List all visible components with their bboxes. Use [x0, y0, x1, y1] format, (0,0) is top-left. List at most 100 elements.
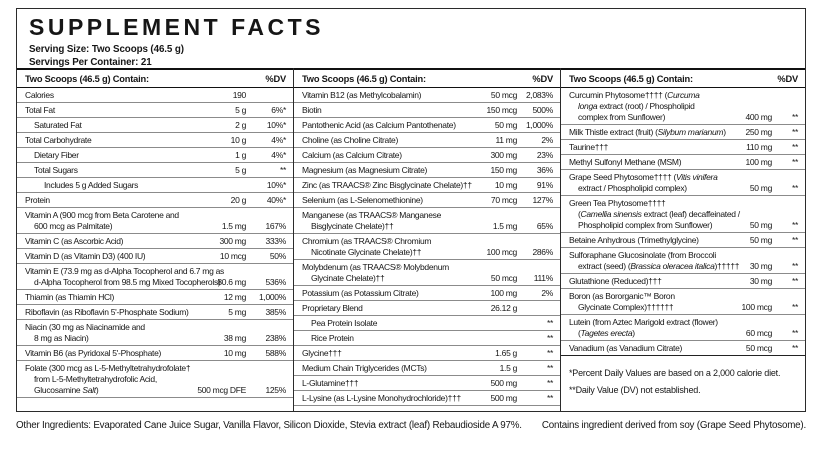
nutrient-name: Vitamin B6 (as Pyridoxal 5'-Phosphate)	[25, 347, 162, 358]
nutrient-name: Vitamin D (as Vitamin D3) (400 IU)	[25, 250, 146, 261]
nutrient-dv: 125%	[265, 384, 286, 395]
nutrient-row: Curcumin Phytosome†††† (Curcuma longa ex…	[561, 88, 805, 125]
nutrient-row: Magnesium (as Magnesium Citrate) 150 mg 36…	[294, 163, 560, 178]
nutrient-row: Grape Seed Phytosome†††† (Vitis vinifera…	[561, 170, 805, 196]
nutrient-amount: 190	[232, 89, 247, 100]
nutrient-name: Vitamin A (900 mcg from Beta Carotene an…	[25, 209, 179, 231]
facts-columns: Two Scoops (46.5 g) Contain: %DV Calories 1…	[17, 68, 805, 411]
nutrient-amount: 50 mg	[749, 234, 772, 245]
nutrient-amount: 1 g	[235, 149, 246, 160]
nutrient-dv: 238%	[265, 332, 286, 343]
nutrient-row: Vitamin D (as Vitamin D3) (400 IU) 10 mcg…	[17, 249, 293, 264]
nutrient-amount: 300 mg	[219, 235, 246, 246]
column-header-label: Two Scoops (46.5 g) Contain:	[302, 74, 426, 84]
nutrient-dv: 2%	[541, 134, 553, 145]
nutrient-amount: 5 g	[235, 164, 246, 175]
nutrient-amount: 1.5 mg	[492, 220, 517, 231]
nutrient-dv: 500%	[532, 104, 553, 115]
column-header: Two Scoops (46.5 g) Contain: %DV	[561, 68, 805, 88]
nutrient-dv: **	[791, 234, 798, 245]
nutrient-amount: 12 mg	[223, 291, 246, 302]
nutrient-row: Betaine Anhydrous (Trimethylglycine) 50 m…	[561, 233, 805, 248]
nutrient-name: Sulforaphane Glucosinolate (from Broccol…	[569, 249, 740, 271]
nutrient-name: Manganese (as TRAACS® Manganese Bisglyci…	[302, 209, 442, 231]
nutrient-row: Dietary Fiber 1 g 4%*	[17, 148, 293, 163]
nutrient-amount: 1.65 g	[495, 347, 517, 358]
nutrient-row: L-Glutamine††† 500 mg **	[294, 376, 560, 391]
panel-header: SUPPLEMENT FACTS Serving Size: Two Scoop…	[17, 9, 805, 70]
nutrient-amount: 20 g	[230, 194, 247, 205]
nutrient-amount: 100 mcg	[741, 301, 772, 312]
nutrient-dv: 6%*	[271, 104, 286, 115]
nutrient-name: Lutein (from Aztec Marigold extract (flo…	[569, 316, 718, 338]
nutrient-name: Pantothenic Acid (as Calcium Pantothenat…	[302, 119, 456, 130]
nutrient-name: Magnesium (as Magnesium Citrate)	[302, 164, 428, 175]
footnote: **Daily Value (DV) not established.	[569, 384, 701, 395]
nutrient-row: Includes 5 g Added Sugars 10%*	[17, 178, 293, 193]
nutrient-name: Curcumin Phytosome†††† (Curcuma longa ex…	[569, 89, 700, 122]
nutrient-row: Pea Protein Isolate **	[294, 316, 560, 331]
nutrient-name: Methyl Sulfonyl Methane (MSM)	[569, 156, 682, 167]
nutrient-dv: **	[546, 332, 553, 343]
nutrient-name: Vitamin C (as Ascorbic Acid)	[25, 235, 124, 246]
nutrient-name: Vitamin B12 (as Methylcobalamin)	[302, 89, 422, 100]
column-dv-header: %DV	[532, 74, 553, 84]
nutrient-dv: **	[279, 164, 286, 175]
nutrient-amount: 50 mcg	[490, 272, 517, 283]
nutrient-name: L-Glutamine†††	[302, 377, 359, 388]
nutrient-row: Biotin 150 mcg 500%	[294, 103, 560, 118]
nutrient-name: Taurine†††	[569, 141, 609, 152]
nutrient-row: L-Lysine (as L-Lysine Monohydrochloride)…	[294, 391, 560, 406]
nutrient-name: Betaine Anhydrous (Trimethylglycine)	[569, 234, 699, 245]
nutrient-name: Vanadium (as Vanadium Citrate)	[569, 342, 683, 353]
nutrient-amount: 10 g	[230, 134, 247, 145]
nutrient-row: Total Fat 5 g 6%*	[17, 103, 293, 118]
nutrient-dv: 536%	[265, 276, 286, 287]
nutrient-row: Methyl Sulfonyl Methane (MSM) 100 mg **	[561, 155, 805, 170]
footnote: *Percent Daily Values are based on a 2,0…	[569, 368, 781, 378]
nutrient-dv: **	[546, 317, 553, 328]
servings-per-container: Servings Per Container: 21	[29, 57, 152, 69]
nutrient-name: Grape Seed Phytosome†††† (Vitis vinifera…	[569, 171, 718, 193]
nutrient-amount: 500 mcg DFE	[197, 384, 246, 395]
nutrient-row: Medium Chain Triglycerides (MCTs) 1.5 g **	[294, 361, 560, 376]
nutrient-amount: 5 g	[235, 104, 246, 115]
serving-info: Serving Size: Two Scoops (46.5 g) Servin…	[29, 44, 805, 69]
nutrient-amount: 10 mg	[494, 179, 517, 190]
nutrient-name: Saturated Fat	[34, 119, 82, 130]
nutrient-amount: 2 g	[235, 119, 246, 130]
nutrient-name: Chromium (as TRAACS® Chromium Nicotinate…	[302, 235, 432, 257]
nutrient-dv: 36%	[536, 164, 553, 175]
nutrient-name: Medium Chain Triglycerides (MCTs)	[302, 362, 427, 373]
nutrient-name: Pea Protein Isolate	[311, 317, 378, 328]
nutrient-name: Vitamin E (73.9 mg as d-Alpha Tocopherol…	[25, 265, 224, 287]
column-dv-header: %DV	[265, 74, 286, 84]
nutrient-dv: **	[546, 377, 553, 388]
nutrient-dv: 111%	[533, 272, 554, 283]
nutrient-dv: 385%	[265, 306, 286, 317]
nutrient-amount: 50 mg	[749, 182, 772, 193]
nutrient-row: Sulforaphane Glucosinolate (from Broccol…	[561, 248, 805, 274]
nutrient-dv: 10%*	[266, 119, 286, 130]
nutrient-row: Thiamin (as Thiamin HCl) 12 mg 1,000%	[17, 290, 293, 305]
nutrient-name: Total Sugars	[34, 164, 78, 175]
nutrient-dv: **	[546, 392, 553, 403]
nutrient-name: Total Carbohydrate	[25, 134, 92, 145]
nutrient-dv: 65%	[536, 220, 553, 231]
nutrient-name: Includes 5 g Added Sugars	[44, 179, 139, 190]
nutrient-dv: 4%*	[271, 149, 286, 160]
nutrient-row: Calcium (as Calcium Citrate) 300 mg 23%	[294, 148, 560, 163]
panel-title: SUPPLEMENT FACTS	[29, 14, 324, 40]
nutrient-name: Glutathione (Reduced)†††	[569, 275, 662, 286]
nutrient-row: Zinc (as TRAACS® Zinc Bisglycinate Chela…	[294, 178, 560, 193]
nutrient-dv: **	[791, 275, 798, 286]
nutrient-dv: **	[791, 141, 798, 152]
nutrient-amount: 5 mg	[228, 306, 246, 317]
nutrient-dv: 333%	[265, 235, 286, 246]
facts-column-1: Two Scoops (46.5 g) Contain: %DV Calories 1…	[17, 68, 294, 411]
nutrient-name: Boron (as Bororganic™ Boron Glycinate Co…	[569, 290, 675, 312]
nutrient-name: Rice Protein	[311, 332, 354, 343]
nutrient-row: Potassium (as Potassium Citrate) 100 mg 2%	[294, 286, 560, 301]
nutrient-dv: 23%	[536, 149, 553, 160]
column-header-label: Two Scoops (46.5 g) Contain:	[25, 74, 149, 84]
